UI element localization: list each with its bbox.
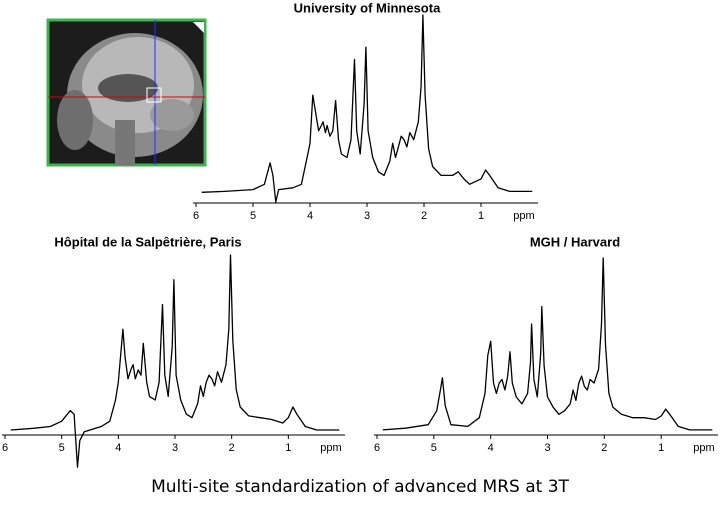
x-tick-label: 1: [285, 442, 291, 454]
mri-cerebellum: [150, 99, 194, 131]
mri-corner: [193, 22, 204, 33]
caption: Multi-site standardization of advanced M…: [151, 477, 569, 497]
x-tick-label: 6: [2, 442, 8, 454]
x-tick-label: 5: [431, 442, 437, 454]
x-tick-label: 1: [478, 210, 484, 222]
chart-title: University of Minnesota: [294, 0, 441, 15]
x-axis-label: ppm: [513, 210, 534, 222]
chart-title: MGH / Harvard: [530, 234, 620, 249]
x-axis-label: ppm: [320, 442, 341, 454]
x-tick-label: 4: [488, 442, 494, 454]
mri-face: [57, 90, 93, 150]
spectrum-line: [382, 257, 713, 431]
mri-voxel: [146, 87, 162, 103]
x-tick-label: 2: [229, 442, 235, 454]
x-tick-label: 1: [658, 442, 664, 454]
chart-title: Hôpital de la Salpêtrière, Paris: [54, 234, 241, 249]
x-tick-label: 5: [59, 442, 65, 454]
x-tick-label: 3: [172, 442, 178, 454]
x-tick-label: 6: [193, 210, 199, 222]
spectrum-line: [201, 14, 533, 203]
x-tick-label: 4: [115, 442, 121, 454]
x-tick-label: 5: [250, 210, 256, 222]
mri-ventricle: [98, 74, 158, 102]
x-tick-label: 2: [421, 210, 427, 222]
x-axis-label: ppm: [693, 442, 714, 454]
mri-inset: [46, 18, 207, 167]
x-tick-label: 6: [374, 442, 380, 454]
x-tick-label: 3: [544, 442, 550, 454]
x-tick-label: 4: [307, 210, 313, 222]
x-tick-label: 3: [364, 210, 370, 222]
mri-brainstem: [115, 120, 135, 165]
x-tick-label: 2: [601, 442, 607, 454]
spectrum-line: [10, 254, 340, 468]
